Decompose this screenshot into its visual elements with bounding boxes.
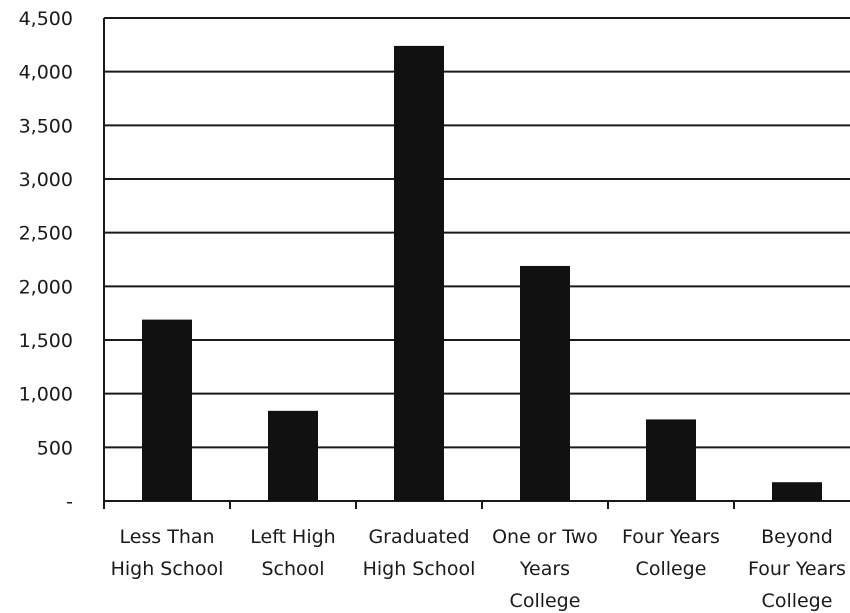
x-category-label-line: College: [762, 590, 833, 612]
x-category-label-line: Four Years: [622, 526, 720, 548]
y-tick-label: 1,500: [19, 330, 73, 352]
y-tick-label: 1,000: [19, 384, 73, 406]
x-category-label-line: Years: [519, 558, 570, 580]
x-category-label: One or Two Years College: [492, 526, 598, 612]
x-category-label: Graduated High School: [363, 526, 476, 580]
y-tick-label: 4,500: [19, 8, 73, 30]
x-category-label-line: College: [636, 558, 707, 580]
bar: [142, 319, 192, 501]
bar: [772, 482, 822, 501]
x-category-label-line: Graduated: [368, 526, 469, 548]
x-category-label: Beyond Four Years College: [748, 526, 846, 612]
y-tick-label: 3,000: [19, 169, 73, 191]
y-tick-label: 3,500: [19, 115, 73, 137]
y-tick-label: 4,000: [19, 62, 73, 84]
x-category-label-line: One or Two: [492, 526, 598, 548]
y-tick-label: 500: [37, 437, 73, 459]
x-category-label-line: Less Than: [119, 526, 214, 548]
x-category-label-line: College: [510, 590, 581, 612]
x-category-label: Four Years College: [622, 526, 720, 580]
bar: [394, 45, 444, 501]
labels: - 500 1,000 1,500 2,000 2,500 3,000 3,500 4,000 4…: [19, 8, 846, 612]
bars: [142, 45, 822, 501]
x-category-label-line: High School: [363, 558, 476, 580]
x-category-label-line: High School: [111, 558, 224, 580]
x-category-label-line: School: [261, 558, 324, 580]
x-category-label-line: Four Years: [748, 558, 846, 580]
x-category-label: Less Than High School: [111, 526, 224, 580]
x-category-label-line: Beyond: [761, 526, 833, 548]
bar: [268, 410, 318, 501]
x-category-label-line: Left High: [250, 526, 335, 548]
gridlines: [104, 17, 850, 449]
bar: [520, 265, 570, 501]
x-category-label: Left High School: [250, 526, 335, 580]
axes: [103, 18, 850, 509]
y-tick-label: -: [66, 491, 73, 513]
y-tick-label: 2,500: [19, 223, 73, 245]
y-tick-label: 2,000: [19, 276, 73, 298]
bar: [646, 419, 696, 501]
